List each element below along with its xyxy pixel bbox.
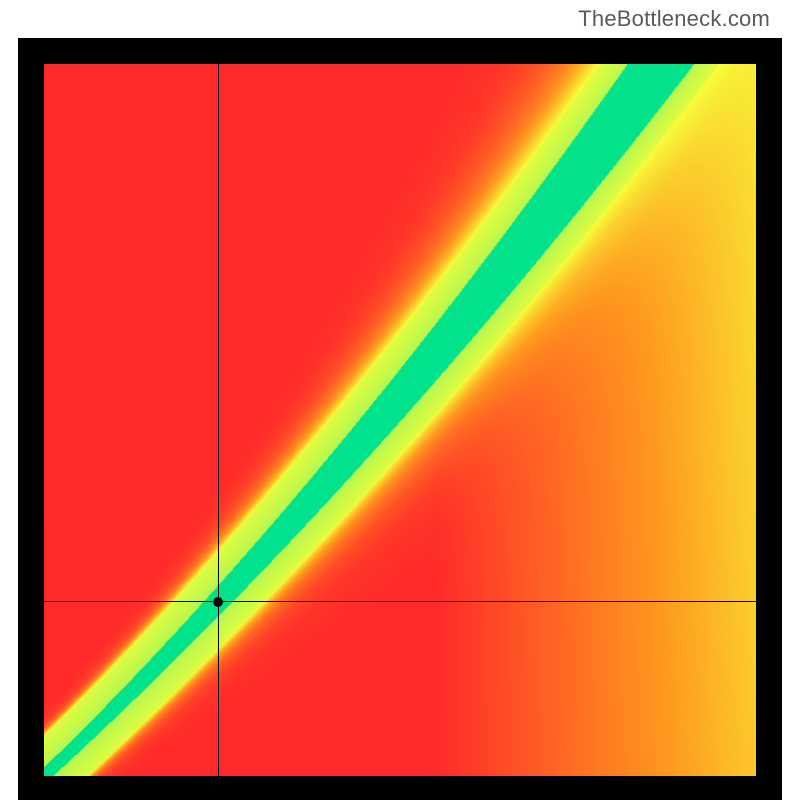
chart-container: TheBottleneck.com	[0, 0, 800, 800]
chart-plot-area	[44, 64, 756, 776]
chart-outer-frame	[18, 38, 782, 800]
heatmap-canvas	[44, 64, 756, 776]
data-point-marker	[213, 597, 223, 607]
attribution-text: TheBottleneck.com	[578, 6, 770, 32]
crosshair-horizontal	[44, 601, 756, 602]
crosshair-vertical	[218, 64, 219, 776]
